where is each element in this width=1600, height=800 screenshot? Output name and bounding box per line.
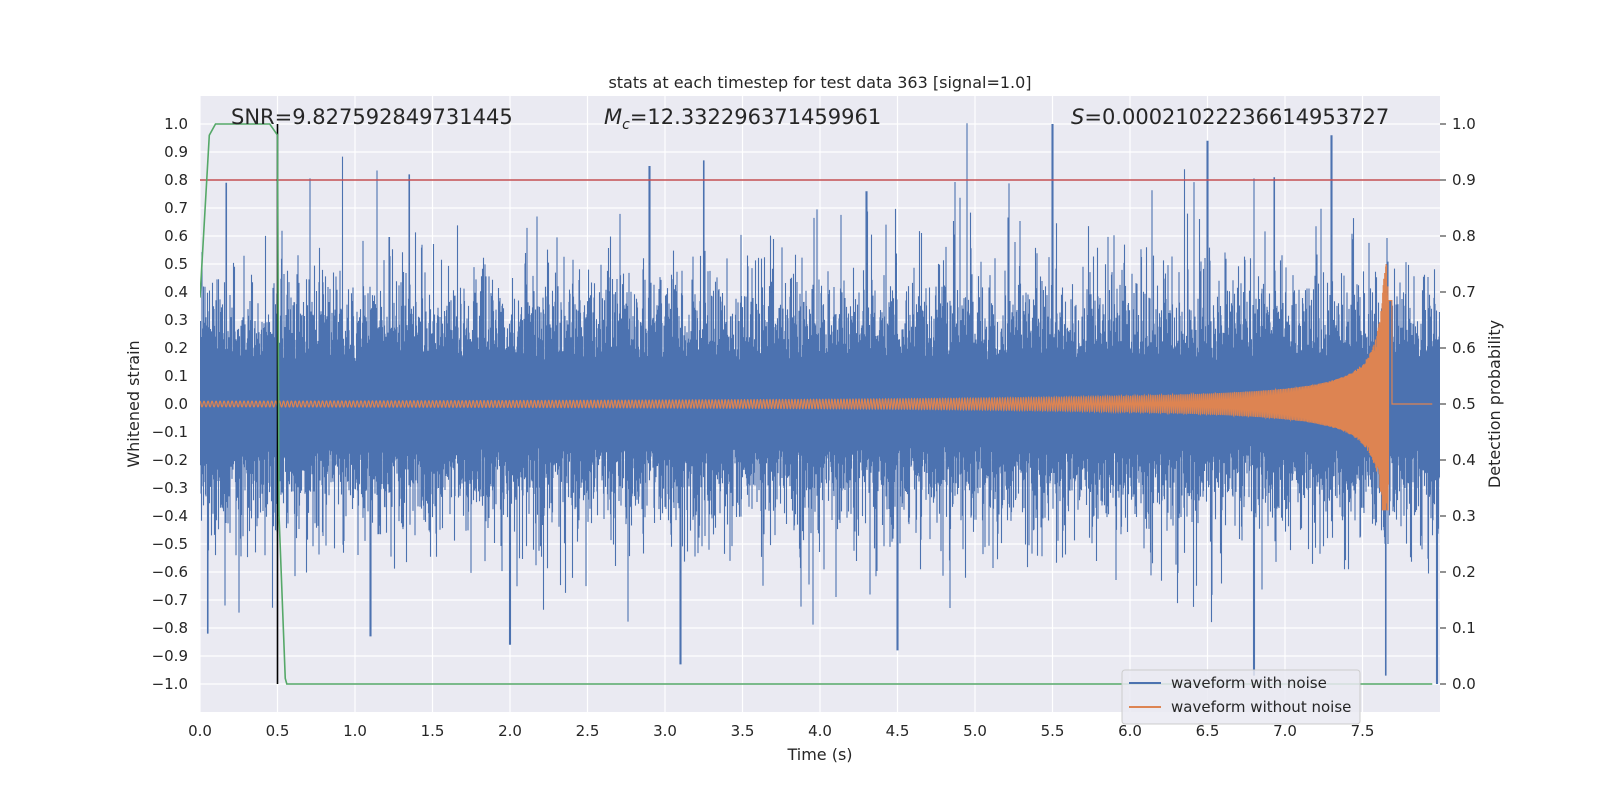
y-left-tick-label: −0.8 (152, 619, 188, 637)
y-right-tick-label: 0.4 (1452, 451, 1476, 469)
y-left-tick-label: 0.8 (164, 171, 188, 189)
y-right-tick-label: 0.7 (1452, 283, 1476, 301)
x-tick-label: 1.5 (421, 722, 445, 740)
x-tick-label: 4.0 (808, 722, 832, 740)
y-left-tick-label: 0.4 (164, 283, 188, 301)
x-tick-label: 0.0 (188, 722, 212, 740)
y-left-tick-label: −0.5 (152, 535, 188, 553)
x-tick-label: 6.5 (1196, 722, 1220, 740)
y-left-tick-label: −0.1 (152, 423, 188, 441)
legend-box (1121, 669, 1361, 725)
x-tick-label: 0.5 (266, 722, 290, 740)
y-right-tick-label: 1.0 (1452, 115, 1476, 133)
series-waveform-without-noise (200, 264, 1433, 511)
y-left-tick-label: 0.1 (164, 367, 188, 385)
y-left-tick-label: 0.7 (164, 199, 188, 217)
snr-annotation: SNR=9.827592849731445 (231, 105, 513, 129)
x-tick-label: 4.5 (886, 722, 910, 740)
legend-label-noise: waveform with noise (1171, 674, 1327, 692)
x-axis-ticks: 0.0 0.5 1.0 1.5 2.0 2.5 3.0 3.5 4.0 4.5 5.0 5.5 6.0 6… (188, 722, 1374, 740)
y-axis-right-ticks: 1.0 0.9 0.8 0.7 0.6 0.5 0.4 0.3 0.2 0.1 0.0 (1440, 115, 1476, 693)
y-axis-label-right: Detection probability (1485, 320, 1504, 488)
y-right-tick-label: 0.3 (1452, 507, 1476, 525)
y-right-tick-label: 0.9 (1452, 171, 1476, 189)
y-left-tick-label: 0.6 (164, 227, 188, 245)
y-right-tick-label: 0.2 (1452, 563, 1476, 581)
x-tick-label: 5.5 (1041, 722, 1065, 740)
x-tick-label: 3.5 (731, 722, 755, 740)
x-tick-label: 2.5 (576, 722, 600, 740)
y-axis-left-ticks: 1.0 0.9 0.8 0.7 0.6 0.5 0.4 0.3 0.2 0.1 0.0 −0.1 −0.… (152, 115, 188, 693)
x-tick-label: 3.0 (653, 722, 677, 740)
y-axis-label-left: Whitened strain (124, 340, 143, 467)
y-left-tick-label: 0.5 (164, 255, 188, 273)
y-left-tick-label: −0.3 (152, 479, 188, 497)
x-tick-label: 2.0 (498, 722, 522, 740)
y-left-tick-label: −1.0 (152, 675, 188, 693)
y-left-tick-label: 0.3 (164, 311, 188, 329)
y-left-tick-label: 0.9 (164, 143, 188, 161)
legend-label-clean: waveform without noise (1171, 698, 1351, 716)
x-tick-label: 6.0 (1118, 722, 1142, 740)
x-tick-label: 5.0 (963, 722, 987, 740)
y-left-tick-label: −0.7 (152, 591, 188, 609)
y-right-tick-label: 0.5 (1452, 395, 1476, 413)
x-tick-label: 1.0 (343, 722, 367, 740)
y-right-tick-label: 0.8 (1452, 227, 1476, 245)
y-left-tick-label: 1.0 (164, 115, 188, 133)
legend: waveform with noise waveform without noi… (1121, 669, 1361, 725)
y-left-tick-label: −0.9 (152, 647, 188, 665)
y-left-tick-label: −0.2 (152, 451, 188, 469)
y-left-tick-label: 0.0 (164, 395, 188, 413)
y-right-tick-label: 0.1 (1452, 619, 1476, 637)
chart-title: stats at each timestep for test data 363… (608, 73, 1031, 92)
waveform-without-noise-line (200, 264, 1433, 511)
y-left-tick-label: −0.6 (152, 563, 188, 581)
chirp-mass-annotation: Mc=12.332296371459961 (604, 105, 881, 133)
x-axis-label: Time (s) (786, 745, 852, 764)
y-right-tick-label: 0.0 (1452, 675, 1476, 693)
s-annotation: S=0.00021022236614953727 (1071, 105, 1389, 129)
series-detection-probability (200, 123, 1433, 685)
y-right-tick-label: 0.6 (1452, 339, 1476, 357)
y-left-tick-label: 0.2 (164, 339, 188, 357)
detection-probability-line (200, 123, 1433, 685)
x-tick-label: 7.5 (1351, 722, 1375, 740)
x-tick-label: 7.0 (1273, 722, 1297, 740)
y-left-tick-label: −0.4 (152, 507, 188, 525)
